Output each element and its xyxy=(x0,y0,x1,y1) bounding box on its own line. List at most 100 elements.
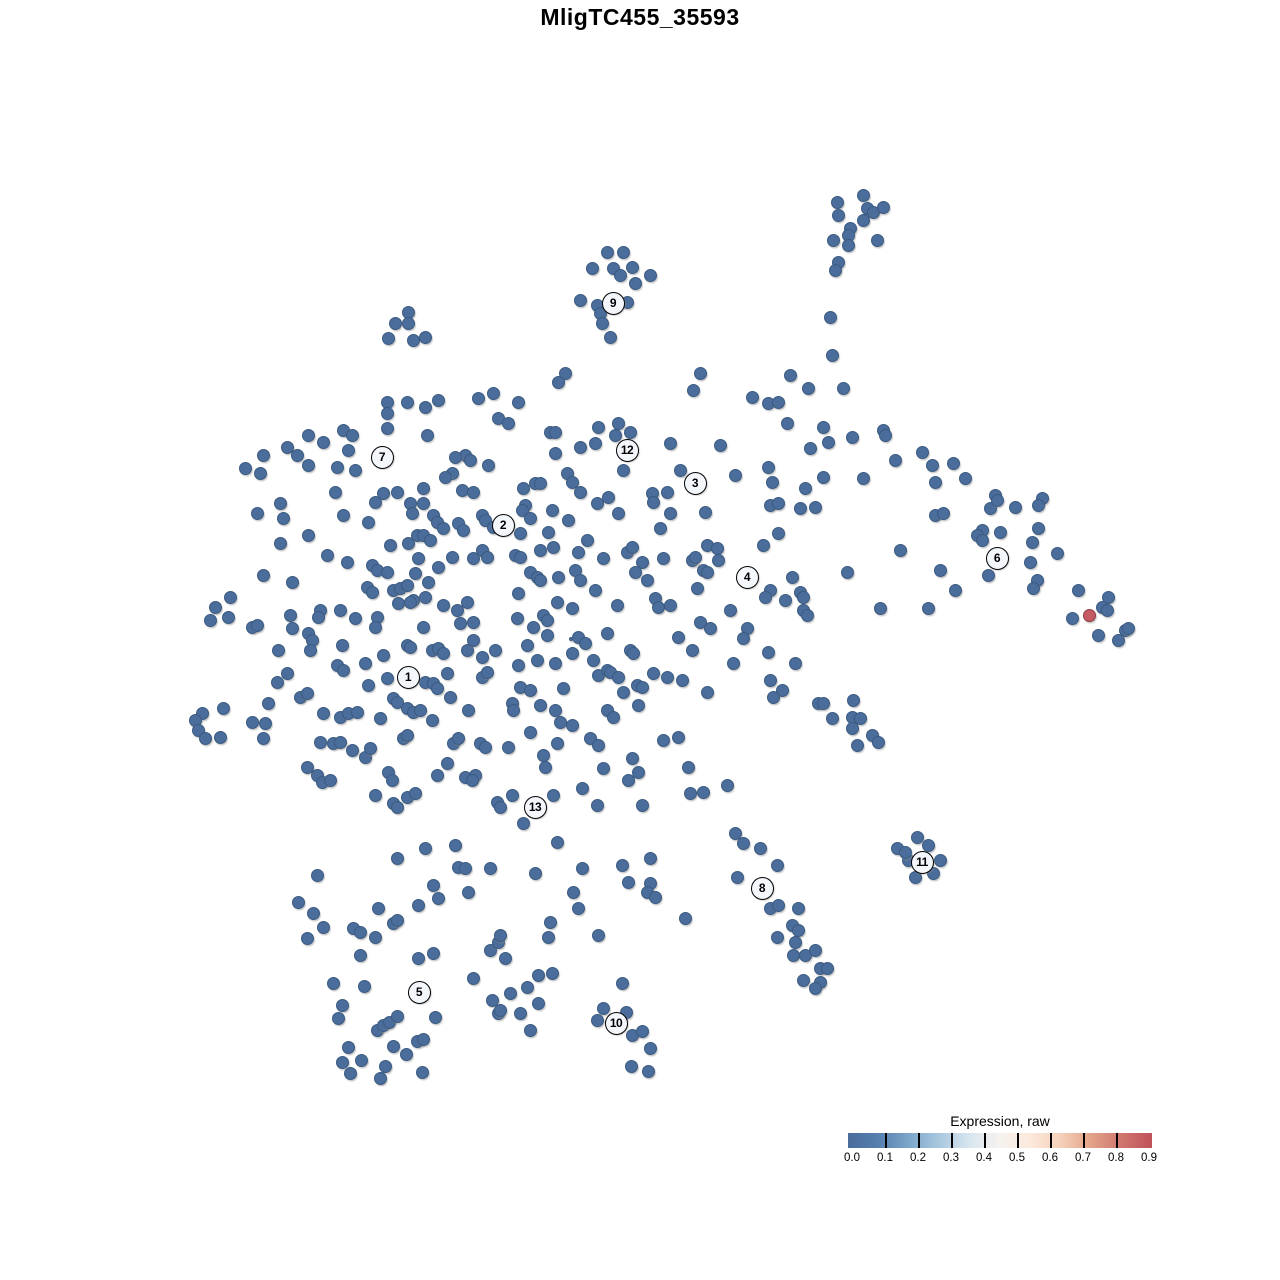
data-point xyxy=(788,656,802,670)
data-point xyxy=(910,830,924,844)
data-point xyxy=(611,506,625,520)
data-point xyxy=(361,678,375,692)
data-point xyxy=(683,786,697,800)
data-point xyxy=(696,785,710,799)
data-point xyxy=(771,395,785,409)
data-point xyxy=(663,436,677,450)
data-point xyxy=(400,578,414,592)
data-point xyxy=(373,1071,387,1085)
data-point xyxy=(565,475,579,489)
data-point xyxy=(611,416,625,430)
data-point xyxy=(975,533,989,547)
data-point xyxy=(651,600,665,614)
data-point xyxy=(675,673,689,687)
data-point xyxy=(800,608,814,622)
data-point xyxy=(405,506,419,520)
data-point xyxy=(1031,498,1045,512)
data-point xyxy=(331,1011,345,1025)
data-point xyxy=(671,630,685,644)
data-point xyxy=(948,583,962,597)
data-point xyxy=(761,645,775,659)
data-point xyxy=(791,901,805,915)
data-point xyxy=(461,885,475,899)
data-point xyxy=(358,656,372,670)
data-point xyxy=(550,595,564,609)
data-point xyxy=(723,603,737,617)
data-point xyxy=(641,1064,655,1078)
data-point xyxy=(418,590,432,604)
data-point xyxy=(523,1023,537,1037)
data-point xyxy=(270,675,284,689)
data-point xyxy=(615,858,629,872)
data-point xyxy=(516,481,530,495)
data-point xyxy=(753,841,767,855)
data-point xyxy=(590,496,604,510)
data-point xyxy=(420,428,434,442)
data-point xyxy=(461,703,475,717)
data-point xyxy=(763,673,777,687)
data-point xyxy=(431,393,445,407)
data-point xyxy=(253,466,267,480)
data-point xyxy=(411,951,425,965)
data-point xyxy=(921,601,935,615)
data-point xyxy=(453,616,467,630)
data-point xyxy=(828,263,842,277)
data-point xyxy=(401,536,415,550)
data-point xyxy=(418,330,432,344)
data-point xyxy=(448,450,462,464)
cluster-label-4: 4 xyxy=(735,565,759,589)
data-point xyxy=(990,493,1004,507)
data-point xyxy=(335,1055,349,1069)
data-point xyxy=(493,928,507,942)
data-point xyxy=(653,521,667,535)
data-point xyxy=(440,756,454,770)
data-point xyxy=(635,555,649,569)
data-point xyxy=(357,979,371,993)
data-point xyxy=(646,495,660,509)
data-point xyxy=(353,925,367,939)
data-point xyxy=(575,861,589,875)
data-point xyxy=(285,575,299,589)
data-point xyxy=(408,566,422,580)
data-point xyxy=(428,1010,442,1024)
data-point xyxy=(771,898,785,912)
data-point-small xyxy=(569,637,573,641)
data-point xyxy=(698,505,712,519)
data-point xyxy=(830,195,844,209)
data-point xyxy=(551,570,565,584)
data-point xyxy=(643,268,657,282)
data-point xyxy=(348,463,362,477)
data-point xyxy=(208,600,222,614)
data-point xyxy=(660,485,674,499)
data-point xyxy=(475,650,489,664)
data-point xyxy=(380,421,394,435)
data-point xyxy=(573,573,587,587)
data-point xyxy=(575,781,589,795)
data-point xyxy=(808,500,822,514)
data-point xyxy=(681,760,695,774)
data-point xyxy=(590,798,604,812)
data-point xyxy=(663,506,677,520)
data-point xyxy=(770,858,784,872)
data-point xyxy=(238,461,252,475)
data-point xyxy=(836,381,850,395)
data-point xyxy=(423,533,437,547)
data-point xyxy=(416,496,430,510)
data-point xyxy=(786,948,800,962)
data-point xyxy=(533,543,547,557)
data-point xyxy=(368,788,382,802)
data-point xyxy=(635,798,649,812)
data-point xyxy=(546,788,560,802)
data-point xyxy=(686,383,700,397)
data-point xyxy=(610,598,624,612)
data-point xyxy=(466,485,480,499)
data-point xyxy=(840,565,854,579)
data-point xyxy=(425,713,439,727)
data-point xyxy=(523,511,537,525)
data-point xyxy=(596,551,610,565)
data-point xyxy=(301,428,315,442)
data-point xyxy=(198,731,212,745)
data-point xyxy=(353,948,367,962)
data-point xyxy=(280,666,294,680)
data-point xyxy=(933,853,947,867)
